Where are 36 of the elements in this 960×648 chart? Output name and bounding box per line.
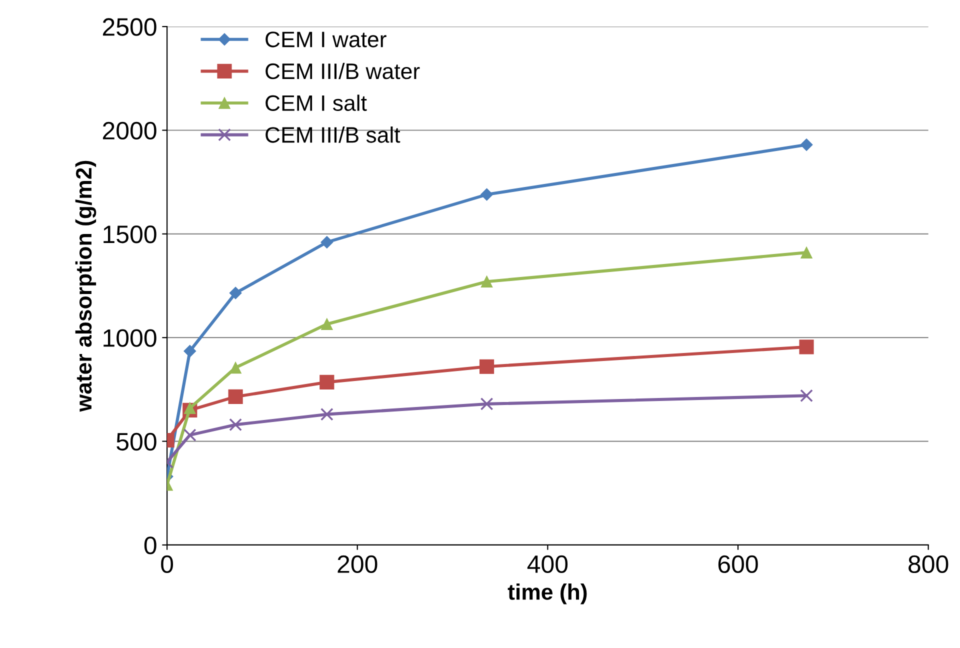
x-tick-label: 600 (718, 555, 758, 574)
point (228, 389, 243, 404)
point (320, 374, 334, 390)
point (800, 389, 813, 402)
legend-label: CEM III/B water (266, 62, 420, 80)
x-tick-label: 400 (527, 555, 568, 574)
y-tick-label: 1000 (104, 329, 156, 347)
point (229, 418, 242, 432)
point (321, 318, 333, 330)
point (479, 359, 494, 374)
x-tick-label: 0 (161, 555, 174, 574)
point (480, 398, 494, 410)
point (320, 236, 334, 248)
x-tick-label: 200 (338, 555, 378, 574)
legend-label: CEM I water (266, 32, 386, 48)
y-axis-title: water absorption (g/m2) (75, 160, 96, 412)
point (480, 276, 493, 288)
y-tick-label: 2000 (102, 122, 156, 140)
point (184, 402, 196, 414)
y-tick-label: 2500 (102, 18, 156, 36)
point (480, 188, 494, 201)
x-tick-label: 800 (908, 555, 948, 574)
point (230, 362, 242, 374)
legend-label: CEM III/B salt (266, 126, 400, 143)
y-tick-label: 1500 (104, 226, 156, 244)
point (229, 286, 242, 300)
x-axis-title: time (h) (508, 584, 587, 604)
legend-label: CEM I salt (266, 94, 367, 111)
point (320, 408, 334, 421)
point (183, 428, 196, 442)
point (800, 246, 812, 258)
point (184, 344, 196, 358)
y-tick-label: 0 (144, 536, 156, 554)
point (800, 138, 813, 152)
point (799, 340, 814, 354)
y-tick-label: 500 (116, 432, 156, 451)
